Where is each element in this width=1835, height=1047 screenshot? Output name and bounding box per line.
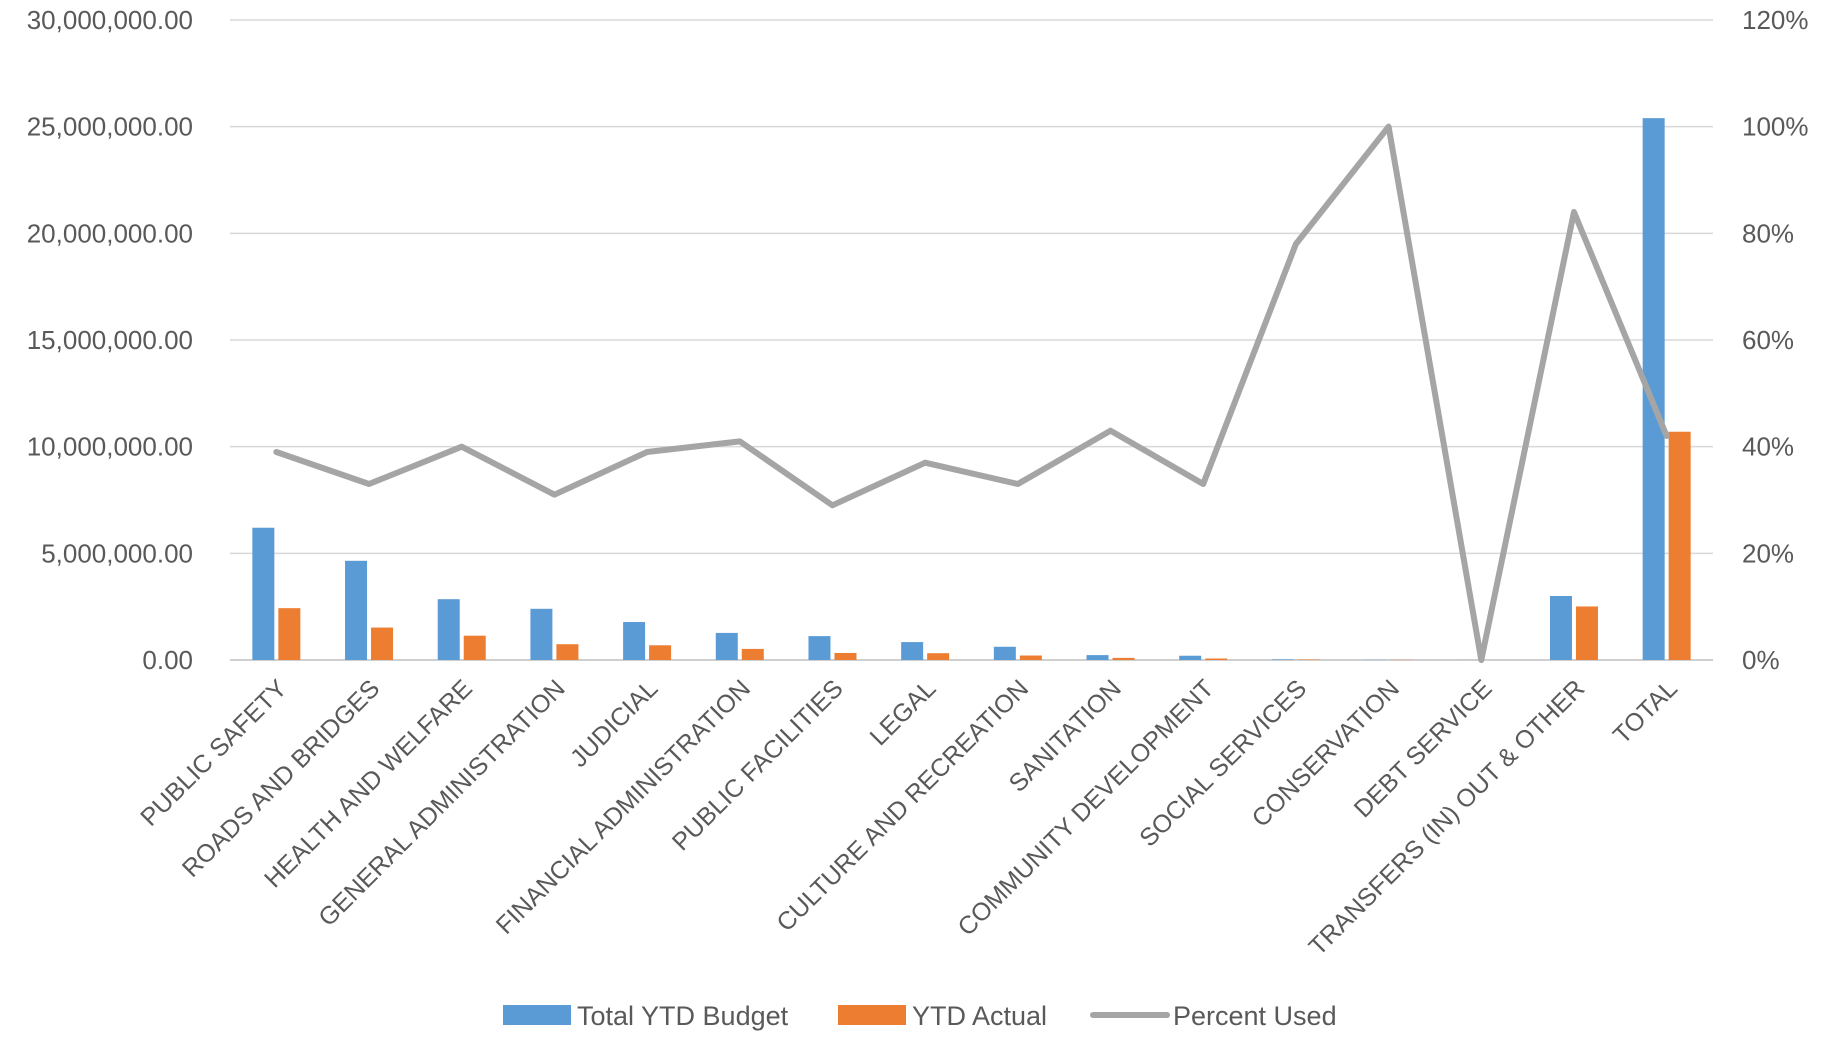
bar-ytd-actual (742, 649, 764, 660)
bar-total-ytd-budget (1179, 656, 1201, 660)
legend-swatch (838, 1005, 906, 1025)
bar-ytd-actual (834, 653, 856, 660)
line-series-group (276, 127, 1667, 661)
legend-label: YTD Actual (912, 1001, 1047, 1031)
right-axis-tick-label: 60% (1742, 325, 1794, 355)
legend-swatch (503, 1005, 571, 1025)
line-percent-used (276, 127, 1666, 660)
bar-ytd-actual (649, 645, 671, 660)
x-axis-tick-label: JUDICIAL (565, 674, 663, 772)
x-axis-tick-label: TOTAL (1608, 674, 1683, 749)
bar-ytd-actual (1020, 656, 1042, 660)
bar-total-ytd-budget (438, 599, 460, 660)
left-axis-tick-label: 20,000,000.00 (27, 218, 193, 248)
bar-total-ytd-budget (623, 622, 645, 660)
x-axis-tick-label: SOCIAL SERVICES (1134, 674, 1312, 852)
bar-ytd-actual (1669, 432, 1691, 660)
bar-series-group (252, 118, 1690, 660)
bar-ytd-actual (278, 608, 300, 660)
bar-total-ytd-budget (716, 633, 738, 660)
bar-total-ytd-budget (1550, 596, 1572, 660)
bar-ytd-actual (371, 628, 393, 660)
x-axis-tick-label: LEGAL (865, 674, 942, 751)
right-axis-tick-label: 0% (1742, 645, 1780, 675)
bar-total-ytd-budget (1272, 659, 1294, 660)
bar-total-ytd-budget (530, 609, 552, 660)
left-axis-tick-label: 15,000,000.00 (27, 325, 193, 355)
right-axis-tick-label: 80% (1742, 218, 1794, 248)
legend-label: Percent Used (1173, 1001, 1337, 1031)
bar-ytd-actual (464, 636, 486, 660)
left-axis-tick-label: 0.00 (142, 645, 193, 675)
bar-ytd-actual (927, 653, 949, 660)
bar-total-ytd-budget (252, 528, 274, 660)
bar-total-ytd-budget (345, 561, 367, 660)
bar-ytd-actual (1113, 658, 1135, 660)
left-axis-tick-label: 5,000,000.00 (41, 538, 193, 568)
right-axis: 0% 20% 40% 60% 80% 100% 120% (1742, 5, 1809, 675)
right-axis-tick-label: 40% (1742, 432, 1794, 462)
bar-ytd-actual (1576, 606, 1598, 660)
gridlines (230, 20, 1713, 660)
bar-ytd-actual (1205, 659, 1227, 660)
right-axis-tick-label: 100% (1742, 112, 1809, 142)
legend-label: Total YTD Budget (577, 1001, 789, 1031)
legend: Total YTD Budget YTD Actual Percent Used (503, 1001, 1337, 1031)
right-axis-tick-label: 120% (1742, 5, 1809, 35)
left-axis-tick-label: 10,000,000.00 (27, 432, 193, 462)
bar-total-ytd-budget (808, 636, 830, 660)
right-axis-tick-label: 20% (1742, 538, 1794, 568)
x-axis-tick-label: PUBLIC FACILITIES (667, 674, 849, 856)
left-axis: 0.00 5,000,000.00 10,000,000.00 15,000,000.… (27, 5, 193, 675)
left-axis-tick-label: 25,000,000.00 (27, 112, 193, 142)
bar-total-ytd-budget (901, 642, 923, 660)
bar-total-ytd-budget (994, 647, 1016, 660)
bar-total-ytd-budget (1087, 655, 1109, 660)
left-axis-tick-label: 30,000,000.00 (27, 5, 193, 35)
bar-ytd-actual (556, 644, 578, 660)
